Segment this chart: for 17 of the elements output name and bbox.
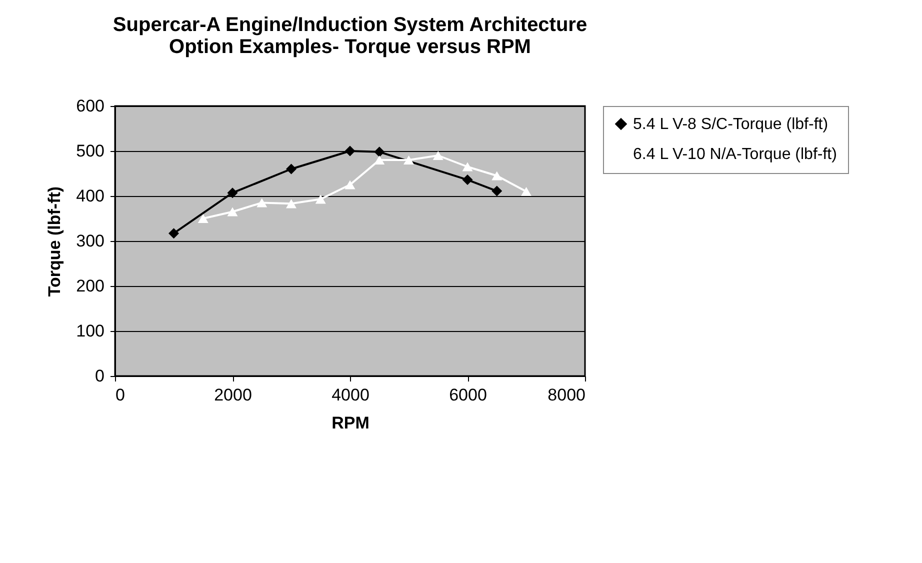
x-tick-label: 0 <box>116 386 125 404</box>
y-tick-label: 0 <box>95 366 104 386</box>
x-axis-title: RPM <box>332 414 370 432</box>
y-tick-label: 300 <box>76 232 104 250</box>
x-tick-label: 2000 <box>214 386 252 404</box>
y-tick-label: 600 <box>76 96 104 116</box>
chart-title: Supercar-A Engine/Induction System Architecture Option Examples- Torque versus RPM <box>112 14 588 58</box>
text: 6.4 L V-10 N/A-Torque (lbf-ft) <box>633 146 837 163</box>
y-tick-label: 500 <box>76 142 104 160</box>
x-tick-label: 6000 <box>449 386 487 404</box>
x-tick-label: 8000 <box>548 386 586 404</box>
x-tick-label: 4000 <box>332 386 370 404</box>
y-tick-label: 100 <box>76 322 104 340</box>
legend-label: 5.4 L V-8 S/C-Torque (lbf-ft) <box>633 116 828 133</box>
y-tick-label: 200 <box>76 276 104 296</box>
y-tick-label: 400 <box>76 186 104 206</box>
y-axis-title: Torque (lbf-ft) <box>45 186 64 297</box>
